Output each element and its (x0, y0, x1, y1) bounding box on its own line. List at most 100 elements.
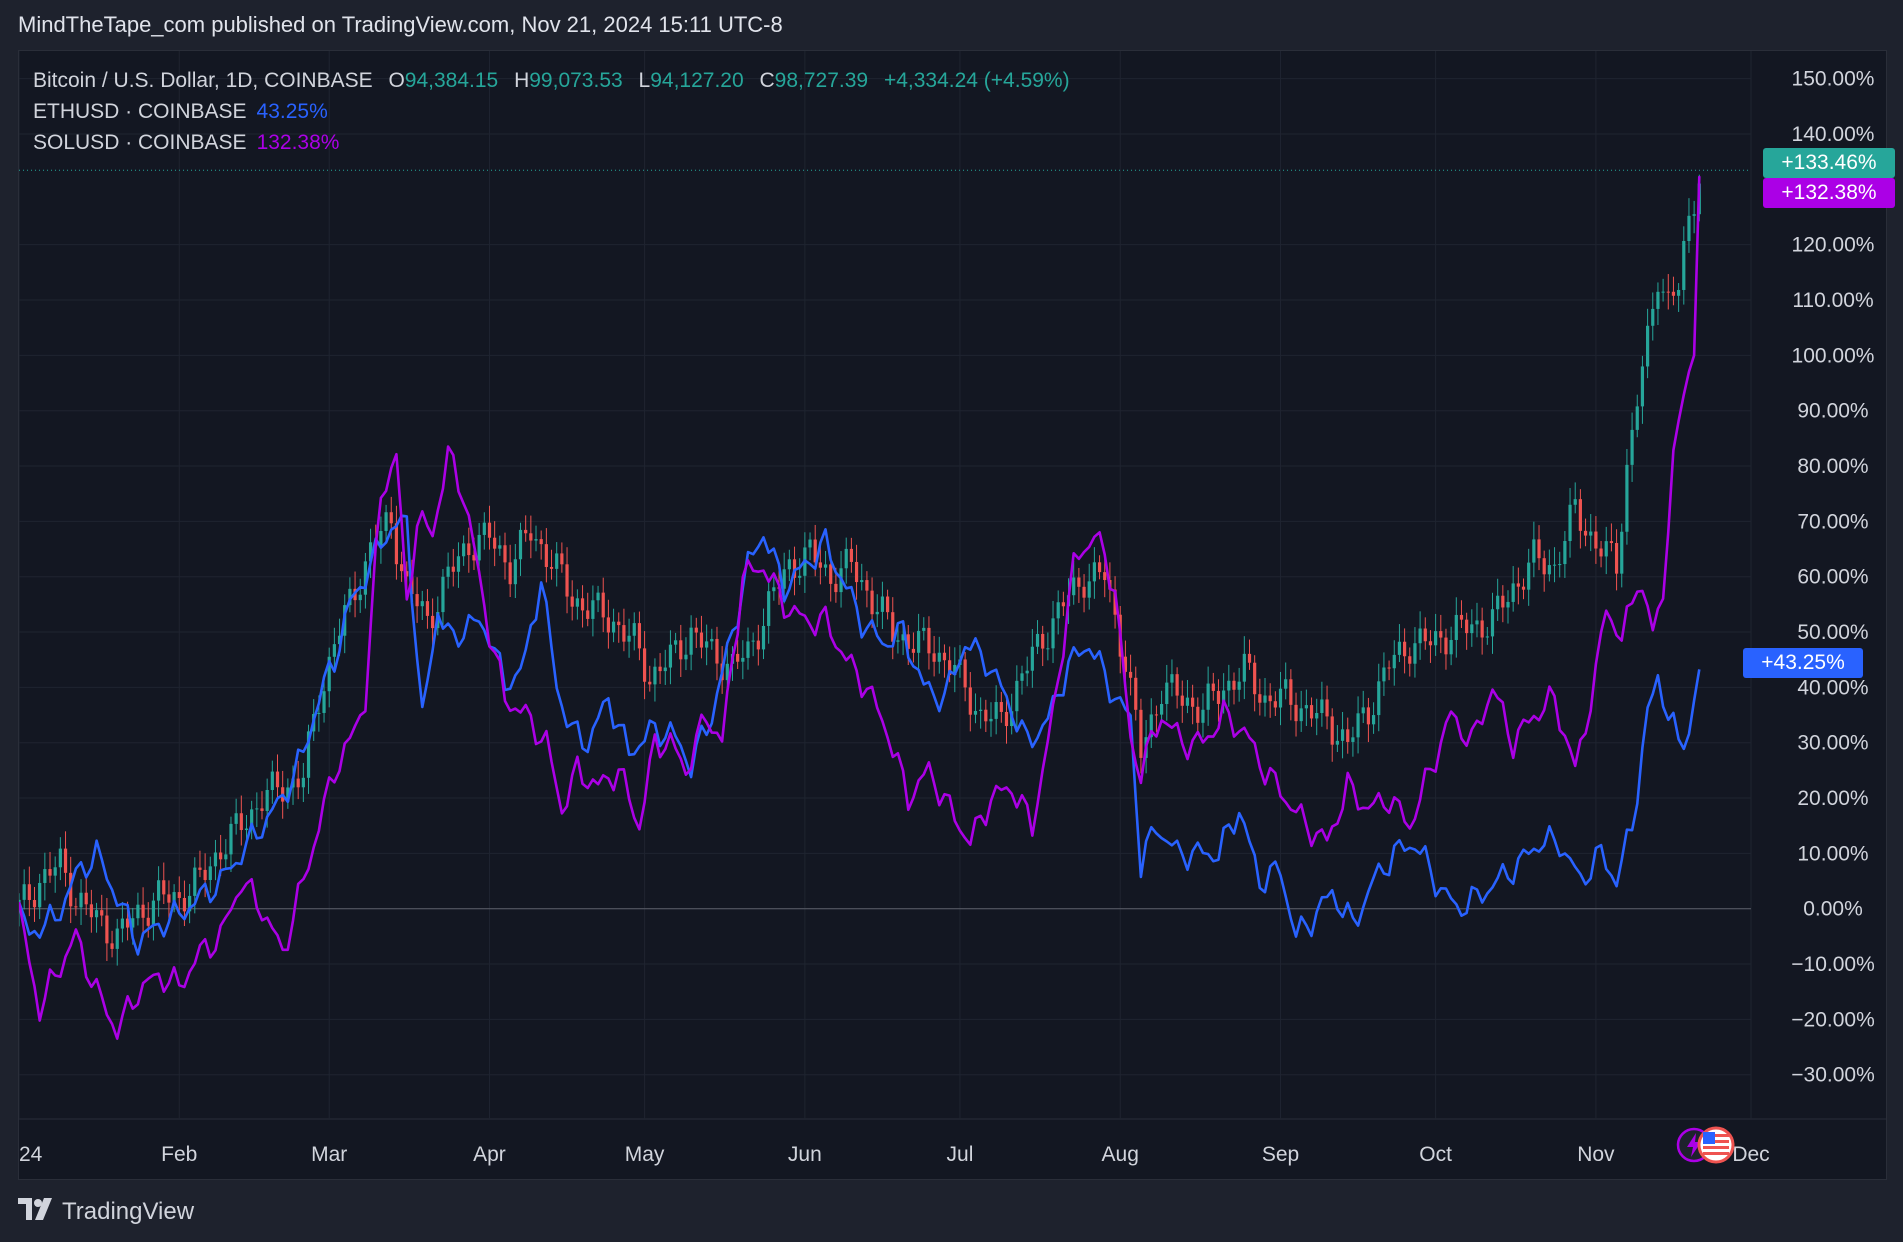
btc-candle-body (911, 648, 916, 653)
btc-candle-body (1521, 586, 1526, 590)
btc-candle-body (875, 611, 879, 615)
btc-candle-body (689, 627, 693, 655)
btc-candle-body (22, 884, 26, 900)
btc-candle-body (1128, 671, 1133, 678)
btc-candle-body (32, 900, 37, 908)
btc-candle-body (213, 852, 218, 867)
btc-candle-body (1237, 681, 1241, 690)
btc-candle-body (1537, 539, 1541, 559)
legend-row-btc[interactable]: Bitcoin / U.S. Dollar, 1D, COINBASE O94,… (33, 65, 1070, 96)
btc-candle-body (1542, 558, 1546, 575)
btc-candle-body (1589, 531, 1593, 536)
btc-candle-body (1284, 679, 1288, 689)
btc-candle-body (1139, 709, 1143, 758)
btc-candle-body (1149, 714, 1153, 738)
x-tick-label: Jun (788, 1143, 822, 1166)
btc-candle-body (627, 635, 631, 642)
btc-candle-body (415, 594, 419, 607)
btc-candle-body (239, 813, 243, 831)
btc-candle-body (854, 561, 859, 583)
y-tick-label: 110.00% (1792, 289, 1873, 312)
btc-candle-body (699, 632, 704, 648)
btc-candle-body (684, 654, 688, 660)
btc-candle-body (472, 555, 476, 561)
btc-candle-body (953, 664, 957, 676)
btc-candle-body (751, 640, 755, 642)
btc-candle-body (301, 777, 305, 788)
btc-candle-body (1408, 656, 1412, 664)
legend-row-eth[interactable]: ETHUSD · COINBASE 43.25% (33, 96, 1070, 127)
btc-candle-body (431, 615, 435, 629)
y-tick-label: 20.00% (1797, 787, 1868, 810)
btc-candle-body (48, 869, 52, 876)
btc-candle-body (1604, 541, 1608, 557)
btc-candle-body (441, 576, 445, 613)
price-chart[interactable]: 150.00% 140.00% 120.00% 110.00% 100.00% 90.00… (19, 51, 1886, 1179)
y-tick-label: 70.00% (1797, 510, 1868, 533)
btc-candle-body (219, 852, 223, 860)
btc-candle-body (1444, 637, 1448, 655)
tradingview-logo-icon (18, 1196, 54, 1227)
btc-candle-body (156, 880, 161, 901)
btc-candle-body (963, 659, 967, 688)
btc-candle-body (198, 867, 202, 870)
btc-candle-body (1609, 541, 1614, 544)
change-value: +4,334.24 (+4.59%) (883, 69, 1070, 92)
btc-price-badge: +133.46% (1763, 148, 1895, 178)
btc-candle-body (896, 640, 900, 642)
btc-candle-body (1211, 683, 1215, 691)
y-tick-label: 40.00% (1797, 676, 1868, 699)
btc-candle-body (984, 709, 988, 722)
btc-candle-body (1304, 705, 1308, 709)
btc-candle-body (363, 561, 367, 595)
eth-price-badge: +43.25% (1743, 648, 1863, 678)
btc-candle-body (1645, 325, 1650, 367)
btc-candle-body (606, 617, 610, 633)
btc-candle-body (389, 512, 393, 524)
btc-candle-body (332, 644, 336, 657)
btc-candle-body (1154, 714, 1159, 716)
btc-candle-body (1046, 648, 1050, 650)
btc-candle-body (560, 553, 564, 565)
chart-event-icons[interactable] (1674, 1125, 1754, 1165)
us-flag-icon[interactable] (1697, 1126, 1735, 1164)
x-tick-label: Nov (1577, 1143, 1615, 1166)
btc-candle-body (1366, 707, 1371, 725)
y-tick-label: 120.00% (1792, 234, 1875, 257)
btc-candle-body (1258, 694, 1262, 703)
btc-candle-body (1614, 543, 1619, 574)
btc-candle-body (337, 635, 342, 645)
chart-panel[interactable]: 150.00% 140.00% 120.00% 110.00% 100.00% 90.00… (18, 50, 1895, 1180)
btc-candle-body (182, 897, 187, 912)
btc-candle-body (772, 587, 776, 592)
btc-candle-body (715, 638, 719, 664)
btc-candle-body (1340, 729, 1345, 741)
legend-row-sol[interactable]: SOLUSD · COINBASE 132.38% (33, 127, 1070, 158)
btc-candle-body (1651, 308, 1655, 326)
btc-candle-body (1113, 589, 1117, 615)
btc-candle-body (829, 564, 833, 584)
tradingview-footer[interactable]: TradingView (18, 1196, 194, 1227)
btc-candle-body (529, 533, 533, 541)
btc-candle-body (177, 892, 181, 898)
btc-candle-body (570, 596, 574, 607)
btc-candle-body (1289, 679, 1293, 705)
btc-candle-body (348, 588, 352, 606)
btc-candle-body (131, 918, 135, 928)
btc-candle-body (1459, 614, 1464, 620)
btc-candle-body (1320, 699, 1324, 714)
btc-candle-body (1490, 609, 1495, 637)
btc-candle-body (146, 917, 150, 926)
btc-candle-body (1439, 631, 1443, 638)
btc-candle-body (1403, 641, 1407, 657)
btc-candle-body (539, 539, 543, 545)
btc-candle-body (1170, 674, 1174, 683)
btc-candle-body (1666, 291, 1670, 293)
btc-candle-body (250, 809, 254, 829)
btc-candle-body (658, 666, 662, 672)
btc-candle-body (322, 691, 326, 713)
btc-candle-body (1191, 697, 1195, 707)
btc-candle-body (942, 652, 947, 661)
y-tick-label: −10.00% (1791, 953, 1875, 976)
btc-candle-body (1134, 677, 1138, 710)
